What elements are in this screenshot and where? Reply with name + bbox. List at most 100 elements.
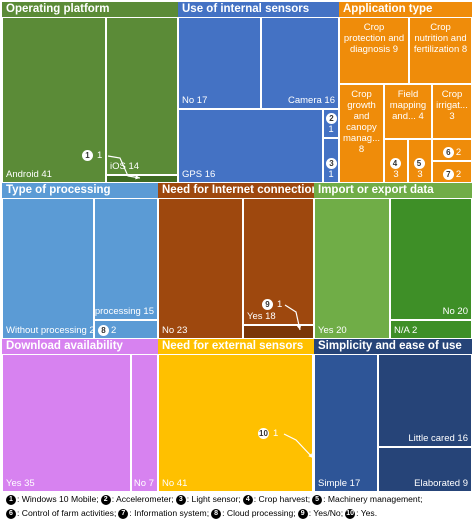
tile-label: N/A 2 [394,325,418,336]
marker-7: 7 [442,168,454,180]
panel-title: Import or export data [314,183,472,198]
tile-label: iOS 14 [110,161,140,172]
legend-text: : Windows 10 Mobile; [17,494,99,504]
marker-5: 5 [413,157,425,169]
panel-title: Use of internal sensors [178,2,339,17]
tile-label: 31 [326,157,337,180]
legend-text: : Information system; [129,508,210,518]
tile-windows-10-mobile [106,175,178,183]
legend-row-2: 6: Control of farm activities; 7: Informa… [6,506,474,520]
legend-marker: 8 [211,508,222,519]
marker-2: 2 [326,112,337,124]
legend-entry: 3: Light sensor; [175,492,241,506]
panel-simplicity-and-ease-of-use: Simplicity and ease of use Simple 17 Littl… [314,339,472,492]
tile-label: Elaborated 9 [414,478,468,489]
tile-crop-nutrition-and-fertilization: Crop nutrition and fertilization 8 [409,17,472,84]
tile-simple: Simple 17 [314,354,378,492]
tile-label: No 23 [162,325,188,336]
legend-text: : Light sensor; [186,494,241,504]
marker-10: 10 [258,428,269,439]
tile-label: No 20 [442,306,468,317]
panel-need-for-external-sensors: Need for external sensors No 41 [158,339,315,492]
marker-1: 1 [82,150,93,161]
tile-label: Yes 18 [247,311,276,322]
tile-label: No 17 [182,95,208,106]
tile-crop-growth-and-canopy-management: Crop growth and canopy manag... 8 [339,84,384,183]
panel-use-of-internal-sensors: Use of internal sensors No 17 Camera 16 GPS… [178,2,339,183]
tile-label: Field mapping and... 4 [389,89,427,122]
legend: 1: Windows 10 Mobile; 2: Accelerometer; 3:… [0,492,474,523]
legend-marker: 1 [6,494,16,505]
panel-operating-platform: Operating platform Android 41 iOS 14 [2,2,178,183]
tile-without-processing: Without processing 25 [2,198,94,339]
tile-crop-irrigation: Crop irrigat... 3 [432,84,472,139]
marker-9: 9 [262,299,273,310]
tile-yes: Yes 20 [314,198,390,339]
legend-text: : Yes. [356,508,378,518]
tile-label: Crop protection and diagnosis 9 [343,22,405,55]
legend-text: : Control of farm activities; [17,508,117,518]
legend-text: : Yes/No; [308,508,344,518]
tile-yes: Yes 18 [243,198,314,325]
legend-marker: 5 [312,494,323,505]
tile-field-mapping-and: Field mapping and... 4 [384,84,432,139]
marker-8: 8 [98,324,109,336]
tile-label: 53 [411,157,429,180]
legend-entry: 9: Yes/No; [297,506,344,520]
tile-label: Crop irrigat... 3 [436,89,468,122]
legend-marker: 10 [345,508,356,519]
tile-n-a: N/A 2 [390,320,472,339]
tile-label: 21 [326,112,337,135]
tile-local-processing: Local processing 15 [94,198,158,320]
legend-marker: 4 [242,494,253,505]
legend-marker: 7 [118,508,129,519]
marker-3: 3 [326,157,337,169]
legend-entry: 6: Control of farm activities; [6,506,116,520]
legend-marker: 6 [6,508,16,519]
tile-label: No 7 [133,478,154,489]
tile-no: No 41 [158,354,313,492]
tile-crop-protection-and-diagnosis: Crop protection and diagnosis 9 [339,17,409,84]
tile-camera: Camera 16 [261,17,339,109]
tile-no: No 7 [131,354,158,492]
panel-title: Type of processing [2,183,158,198]
tile-no: No 23 [158,198,243,339]
panel-title: Operating platform [2,2,178,17]
legend-text: : Cloud processing; [222,508,296,518]
marker-6: 6 [442,146,454,158]
tile-label: Yes 35 [6,478,35,489]
tile-label: Yes 20 [318,325,347,336]
panel-type-of-processing: Type of processing Without processing 25L… [2,183,158,339]
legend-entry: 5: Machinery management; [312,492,422,506]
marker-4: 4 [389,157,401,169]
tile-elaborated: Elaborated 9 [378,447,472,492]
tile-no: No 17 [178,17,261,109]
legend-text: : Machinery management; [323,494,423,504]
tile-no: No 20 [390,198,472,320]
tile-label: GPS 16 [182,169,216,180]
panel-application-type: Application type Crop protection and diag… [339,2,472,183]
legend-marker: 3 [175,494,186,505]
tile-label: 43 [387,157,405,180]
tile-gps: GPS 16 [178,109,323,183]
legend-entry: 8: Cloud processing; [211,506,296,520]
legend-marker: 2 [100,494,111,505]
panel-title: Application type [339,2,472,17]
legend-entry: 7: Information system; [118,506,209,520]
tile-crop-harvest: 43 [384,139,408,183]
tile-label: Camera 16 [288,95,335,106]
annotation-yes: 10 1 [258,428,279,440]
legend-row-1: 1: Windows 10 Mobile; 2: Accelerometer; 3:… [6,492,474,506]
panel-title: Download availability [2,339,158,354]
panel-need-for-internet-connection: Need for Internet connection No 23 Yes 18 [158,183,314,339]
tile-ios: iOS 14 [106,17,178,175]
legend-entry: 10: Yes. [345,506,377,520]
tile-label: Crop nutrition and fertilization 8 [413,22,468,55]
panel-title: Need for Internet connection [158,183,314,198]
panel-download-availability: Download availability Yes 35 No 7 [2,339,158,492]
legend-marker: 9 [297,508,308,519]
